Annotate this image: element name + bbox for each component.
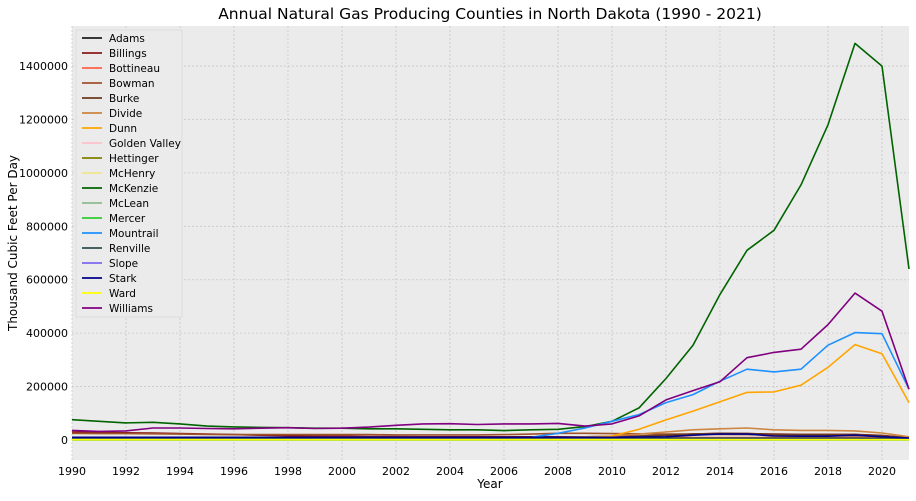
y-tick-label: 1000000 bbox=[19, 167, 68, 180]
chart-title: Annual Natural Gas Producing Counties in… bbox=[218, 5, 762, 23]
x-tick-label: 2004 bbox=[436, 465, 464, 478]
legend-label: Golden Valley bbox=[109, 138, 181, 150]
legend-label: Slope bbox=[109, 258, 138, 270]
x-tick-label: 2000 bbox=[328, 465, 356, 478]
legend-label: Billings bbox=[109, 48, 147, 60]
x-tick-label: 1996 bbox=[220, 465, 248, 478]
legend-label: McLean bbox=[109, 198, 149, 210]
legend-label: Bottineau bbox=[109, 63, 160, 75]
legend-label: Mountrail bbox=[109, 228, 159, 240]
legend-label: Divide bbox=[109, 108, 142, 120]
legend-label: Dunn bbox=[109, 123, 137, 135]
legend-label: Mercer bbox=[109, 213, 146, 225]
y-tick-label: 200000 bbox=[26, 381, 68, 394]
legend-label: Adams bbox=[109, 33, 145, 45]
legend-label: Renville bbox=[109, 243, 150, 255]
x-tick-label: 2016 bbox=[760, 465, 788, 478]
y-tick-label: 1400000 bbox=[19, 60, 68, 73]
legend-label: McHenry bbox=[109, 168, 155, 180]
legend-label: McKenzie bbox=[109, 183, 158, 195]
series-line-renville bbox=[72, 438, 909, 439]
x-tick-label: 2002 bbox=[382, 465, 410, 478]
legend-label: Hettinger bbox=[109, 153, 159, 165]
x-tick-label: 2010 bbox=[598, 465, 626, 478]
x-tick-label: 2012 bbox=[652, 465, 680, 478]
x-axis-label: Year bbox=[476, 477, 502, 491]
y-tick-label: 400000 bbox=[26, 327, 68, 340]
plot-area bbox=[72, 26, 909, 460]
legend: Adams Billings Bottineau Bowman Burke Divide D… bbox=[76, 30, 182, 317]
legend-label: Williams bbox=[109, 303, 153, 315]
x-tick-label: 1998 bbox=[274, 465, 302, 478]
legend-label: Bowman bbox=[109, 78, 155, 90]
x-tick-label: 1990 bbox=[58, 465, 86, 478]
y-tick-label: 600000 bbox=[26, 274, 68, 287]
x-tick-label: 2018 bbox=[814, 465, 842, 478]
x-tick-label: 2014 bbox=[706, 465, 734, 478]
y-tick-label: 800000 bbox=[26, 220, 68, 233]
legend-label: Burke bbox=[109, 93, 139, 105]
x-tick-label: 2008 bbox=[544, 465, 572, 478]
y-axis-label: Thousand Cubic Feet Per Day bbox=[6, 155, 20, 332]
x-tick-label: 2020 bbox=[868, 465, 896, 478]
y-axis-ticks: 0 200000 400000 600000 800000 1000000 1200000 1… bbox=[19, 60, 68, 447]
legend-label: Ward bbox=[109, 288, 136, 300]
y-tick-label: 1200000 bbox=[19, 113, 68, 126]
x-tick-label: 1994 bbox=[166, 465, 194, 478]
y-tick-label: 0 bbox=[61, 434, 68, 447]
legend-label: Stark bbox=[109, 273, 138, 285]
x-tick-label: 1992 bbox=[112, 465, 140, 478]
